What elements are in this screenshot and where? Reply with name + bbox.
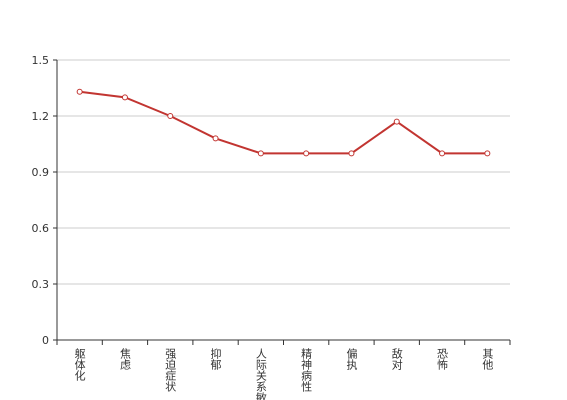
data-point [121,94,128,101]
x-tick-label: 其他 [481,348,494,370]
data-point [439,150,446,157]
data-point [257,150,264,157]
x-tick-label: 强迫症状 [164,348,177,392]
y-tick-label: 1.5 [32,54,50,67]
y-tick-label: 1.2 [32,110,50,123]
y-tick-label: 0.9 [32,166,50,179]
x-tick-label: 精神病性 [300,348,313,393]
x-tick-label: 抑郁 [209,347,222,370]
data-point [167,113,174,119]
y-tick-label: 0 [42,334,49,347]
y-tick-label: 0.3 [32,278,50,291]
data-point [348,150,355,157]
data-point [303,150,310,157]
x-tick-label: 躯体化 [73,348,86,382]
x-tick-label: 恐怖 [436,348,449,370]
data-point [76,88,83,95]
x-tick-label: 焦虑 [118,348,131,370]
data-point [212,135,219,142]
y-tick-label: 0.6 [32,222,50,235]
data-line [79,90,488,155]
x-tick-label: 敌对 [390,347,403,370]
x-tick-label: 人际关系敏感 [254,348,267,400]
data-point [393,118,400,125]
x-tick-label: 偏执 [345,347,358,371]
data-point [484,150,491,157]
